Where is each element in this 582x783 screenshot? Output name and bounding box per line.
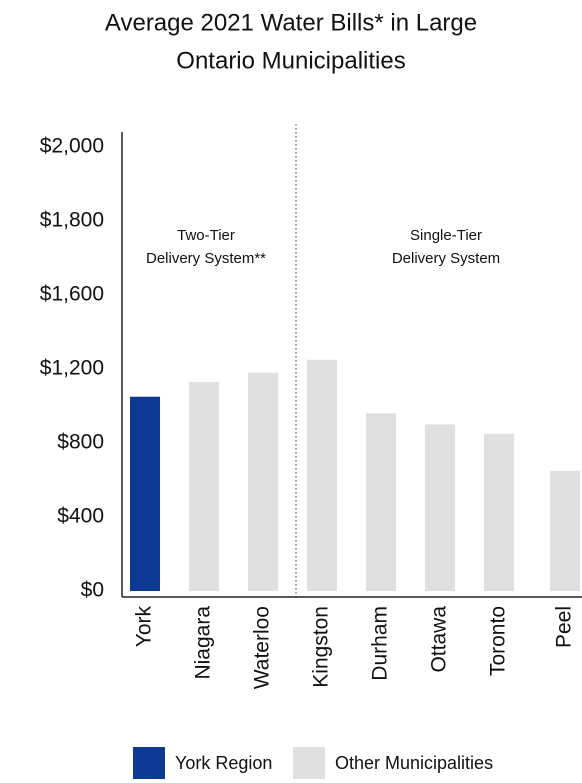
x-tick-label: Peel: [553, 606, 576, 648]
legend-swatch: [133, 747, 165, 779]
x-tick-label: Ottawa: [428, 606, 451, 673]
bar: [550, 470, 580, 591]
bar: [307, 359, 337, 591]
group-label: Delivery System: [392, 250, 500, 267]
y-tick-label: $1,600: [40, 283, 104, 306]
legend-swatch: [293, 747, 325, 779]
y-tick-label: $2,000: [40, 135, 104, 158]
legend-label: Other Municipalities: [335, 753, 493, 773]
x-tick-label: Durham: [369, 606, 392, 681]
x-tick-label: York: [133, 606, 156, 648]
bar: [189, 381, 219, 591]
y-tick-label: $1,200: [40, 357, 104, 380]
y-tick-label: $800: [57, 431, 104, 454]
group-label: Two-Tier: [177, 227, 235, 244]
x-tick-label: Toronto: [487, 606, 510, 676]
bar: [366, 413, 396, 591]
y-tick-label: $400: [57, 505, 104, 528]
legend-label: York Region: [175, 753, 272, 773]
chart-title: Ontario Municipalities: [176, 47, 405, 74]
x-tick-label: Niagara: [192, 606, 215, 680]
group-label: Delivery System**: [146, 250, 266, 267]
bar: [130, 396, 160, 591]
group-label: Single-Tier: [410, 227, 482, 244]
bar: [425, 424, 455, 591]
x-tick-label: Waterloo: [251, 606, 274, 689]
y-tick-label: $0: [81, 579, 104, 602]
y-tick-label: $1,800: [40, 209, 104, 232]
x-tick-label: Kingston: [310, 606, 333, 688]
bar: [484, 433, 514, 591]
bar: [248, 372, 278, 591]
chart-title: Average 2021 Water Bills* in Large: [105, 9, 477, 36]
